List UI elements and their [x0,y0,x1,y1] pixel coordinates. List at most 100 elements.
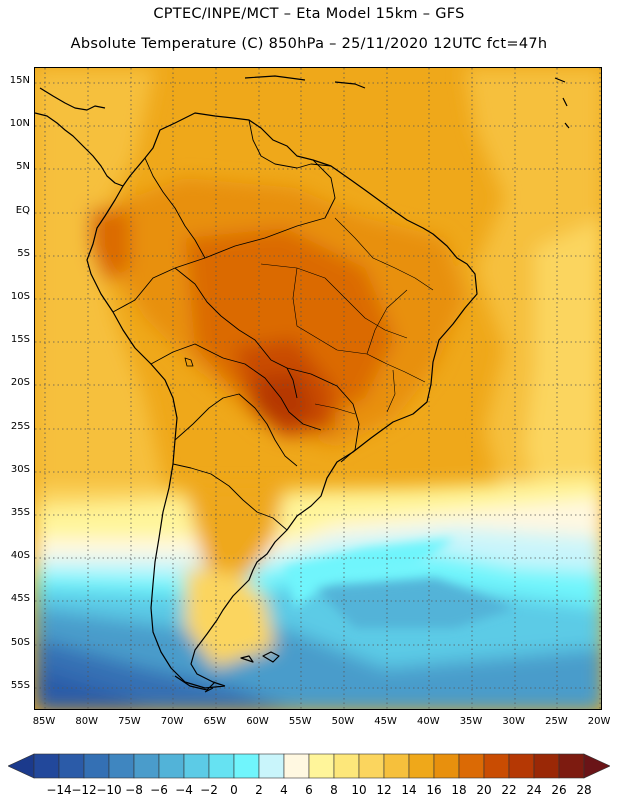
colorbar-swatch [258,753,285,779]
field-cyan-tongue [285,538,455,608]
border-andes [112,267,298,531]
colorbar-swatch [208,753,235,779]
coastline-central-america [35,87,124,187]
lon-label: 65W [203,716,227,727]
colorbar-swatch [233,753,260,779]
border-states [260,217,434,415]
colorbar-label: −12 [71,783,97,797]
lat-lon-grid [35,68,601,709]
border-colombia [144,157,206,259]
colorbar-label: 0 [230,783,238,797]
colorbar-swatch [283,753,310,779]
coastline-south-america [86,112,478,689]
lon-label: 30W [502,716,525,727]
colorbar-swatch [33,753,60,779]
colorbar-label: 2 [255,783,263,797]
colorbar-swatch [58,753,85,779]
colorbar-label: 14 [401,783,417,797]
lat-label: 5S [17,247,30,259]
coastline-falklands [240,651,280,663]
lon-label: 45W [374,716,397,727]
colorbar-label: −2 [200,783,218,797]
lon-label: 60W [246,716,269,727]
lat-label: 40S [10,550,30,562]
colorbar-label: 24 [526,783,542,797]
field-pacific [35,68,165,538]
lat-label: 5N [16,161,30,173]
field-patagonia-2 [185,568,275,668]
colorbar-label: 28 [576,783,592,797]
colorbar [8,753,610,779]
colorbar-label: −6 [150,783,168,797]
colorbar-swatch [308,753,335,779]
colorbar-label: 8 [330,783,338,797]
lake-titicaca [184,357,194,367]
colorbar-label: 22 [501,783,517,797]
lat-label: 10N [9,118,30,130]
field-hot-core [255,373,315,428]
colorbar-swatch [83,753,110,779]
colorbar-label: 20 [476,783,492,797]
colorbar-swatch [108,753,135,779]
colorbar-swatch [383,753,410,779]
field-andes-ne [90,208,130,283]
lat-label: 15N [9,75,30,86]
lat-label: 45S [10,593,30,605]
lon-label: 35W [459,716,483,727]
lon-label: 20W [587,716,611,727]
colorbar-label: 26 [551,783,567,797]
colorbar-label: 16 [426,783,442,797]
lon-label: 50W [331,716,355,727]
colorbar-swatch [433,753,460,779]
title-line-2: Absolute Temperature (C) 850hPa – 25/11/… [70,36,548,52]
lat-label: 35S [10,507,30,518]
colorbar-swatch [158,753,185,779]
border-brazil [174,159,360,463]
lon-label: 85W [32,716,56,727]
field-south-9 [35,668,151,709]
colorbar-swatch [508,753,535,779]
coastline-tierra-del-fuego [174,675,216,693]
colorbar-swatch [358,753,385,779]
lon-label: 80W [75,716,98,727]
colorbar-swatch [458,753,485,779]
lon-label: 25W [545,716,568,727]
colorbar-label: −14 [46,783,72,797]
lon-label: 40W [416,716,440,727]
colorbar-swatch [133,753,160,779]
colorbar-label: 18 [451,783,467,797]
lon-label: 55W [288,716,312,727]
colorbar-label: 4 [280,783,288,797]
lat-label: EQ [15,204,30,216]
colorbar-label: 10 [351,783,367,797]
colorbar-swatch [558,753,585,779]
temperature-field [35,68,601,709]
colorbar-label: −8 [125,783,143,797]
lat-label: 25S [10,420,30,432]
field-blue-tongue [315,578,515,628]
lat-label: 30S [10,463,30,475]
temperature-map-canvas [35,68,601,709]
coastline-caribbean [244,75,570,129]
title-line-1: CPTEC/INPE/MCT – Eta Model 15km – GFS [153,6,465,22]
coastlines-borders [35,75,570,693]
lat-label: 10S [10,291,30,302]
colorbar-swatch [483,753,510,779]
colorbar-swatch [408,753,435,779]
colorbar-max-arrow [583,753,610,779]
border-guianas [248,119,332,169]
colorbar-swatch [333,753,360,779]
colorbar-min-arrow [8,753,35,779]
field-central [185,228,395,428]
temperature-map [34,67,602,710]
colorbar-swatch [183,753,210,779]
colorbar-label: −10 [96,783,122,797]
colorbar-swatch [533,753,560,779]
colorbar-label: −4 [175,783,193,797]
colorbar-label: 12 [376,783,392,797]
lat-label: 55S [10,679,30,691]
temperature-field-detail [285,538,515,628]
lat-label: 20S [10,377,30,389]
lon-label: 75W [118,716,141,727]
lat-label: 50S [10,636,30,648]
